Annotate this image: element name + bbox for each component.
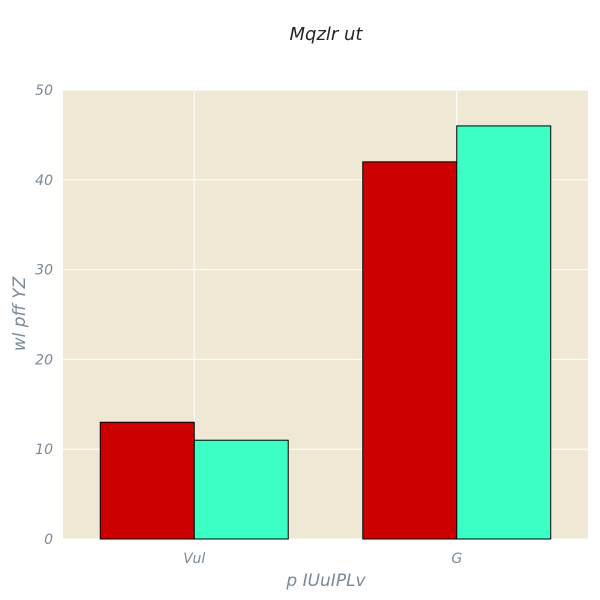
- y-tick-label: 30: [35, 263, 53, 279]
- y-tick-label: 0: [44, 532, 53, 548]
- bar-vul-series-2: [193, 439, 289, 540]
- y-tick-label: 40: [35, 173, 53, 189]
- bar-g-series-2: [456, 125, 552, 540]
- y-tick-label: 50: [35, 83, 53, 99]
- x-axis-label: p IUuIPLv: [285, 571, 366, 591]
- y-axis-label: wl pff YZ: [10, 276, 30, 351]
- y-ticks: 0 10 20 30 40 50: [35, 83, 53, 548]
- bars: [99, 125, 552, 540]
- x-ticks: Vul G: [183, 551, 462, 567]
- bar-g-series-1: [362, 161, 458, 540]
- chart-title: Mqzlr ut: [290, 24, 364, 45]
- x-tick-label: Vul: [183, 551, 205, 567]
- y-tick-label: 20: [35, 352, 53, 368]
- y-tick-label: 10: [35, 442, 53, 458]
- x-tick-label: G: [451, 551, 462, 567]
- bar-vul-series-1: [99, 421, 195, 540]
